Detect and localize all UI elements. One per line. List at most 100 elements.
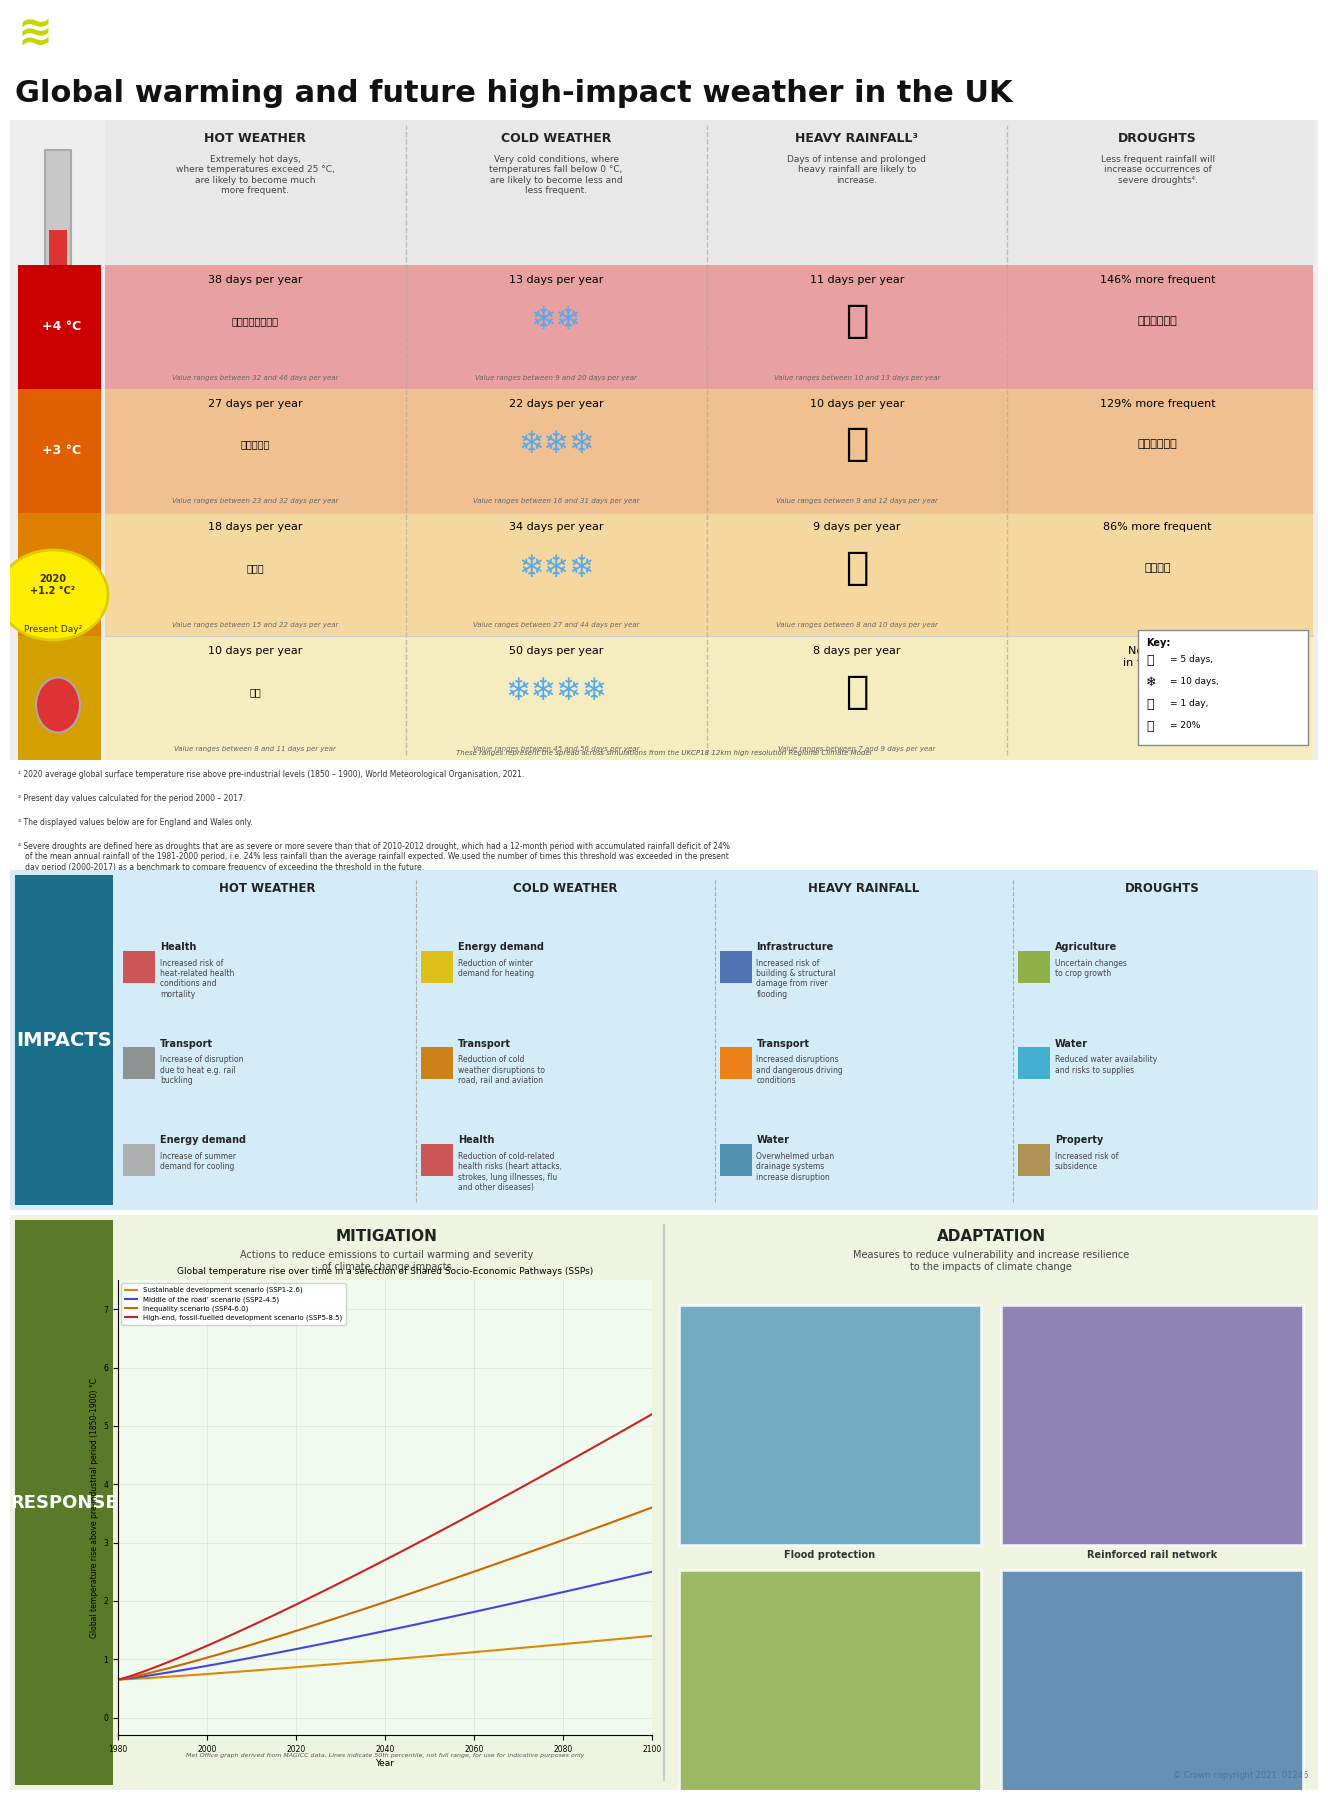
Text: 38 days per year: 38 days per year (208, 275, 303, 284)
Ellipse shape (0, 551, 108, 641)
Text: Agriculture: Agriculture (1054, 941, 1117, 952)
Text: 🌡🌡🌡🌡🌡🌡🌡🌡: 🌡🌡🌡🌡🌡🌡🌡🌡 (232, 315, 279, 326)
Text: DROUGHTS: DROUGHTS (1118, 131, 1197, 146)
Text: DROUGHTS: DROUGHTS (1125, 882, 1199, 895)
Text: Increased risk of
heat-related health
conditions and
mortality: Increased risk of heat-related health co… (159, 959, 234, 999)
Bar (15, 1220, 113, 1786)
Bar (49, 229, 66, 680)
Text: COLD WEATHER: COLD WEATHER (501, 131, 611, 146)
Middle of the road’ scenario (SSP2-4.5) (163, 1661, 179, 1683)
Text: Infrastructure: Infrastructure (757, 941, 834, 952)
Text: COLD WEATHER: COLD WEATHER (513, 882, 618, 895)
Text: HEAVY RAINFALL: HEAVY RAINFALL (807, 882, 919, 895)
Text: Health: Health (458, 1136, 494, 1145)
Text: Reinforced rail network: Reinforced rail network (1086, 1550, 1218, 1561)
High-end, fossil-fuelled development scenario (SSP5-8.5) (644, 1404, 660, 1426)
Text: 50 days per year: 50 days per year (509, 646, 603, 657)
Sustainable development scenario (SSP1-2.6) (235, 1661, 251, 1683)
Bar (45, 149, 70, 680)
High-end, fossil-fuelled development scenario (SSP5-8.5) (163, 1651, 179, 1672)
High-end, fossil-fuelled development scenario (SSP5-8.5) (235, 1618, 251, 1640)
Text: 22 days per year: 22 days per year (509, 400, 603, 409)
Text: Transport: Transport (757, 1039, 810, 1049)
Text: 🌧: 🌧 (845, 673, 869, 711)
FancyBboxPatch shape (3, 1208, 1325, 1798)
Text: Water: Water (757, 1136, 790, 1145)
Text: Value ranges between 7 and 9 days per year: Value ranges between 7 and 9 days per ye… (778, 745, 935, 752)
Text: Value ranges between 8 and 10 days per year: Value ranges between 8 and 10 days per y… (776, 623, 938, 628)
Text: Uncertain changes
to crop growth: Uncertain changes to crop growth (1054, 959, 1126, 977)
Bar (679, 1305, 981, 1544)
Title: Global temperature rise over time in a selection of Shared Socio-Economic Pathwa: Global temperature rise over time in a s… (177, 1267, 594, 1276)
Bar (720, 1145, 752, 1175)
Inequality scenario (SSP4-6.0) (444, 1568, 459, 1589)
Legend: Sustainable development scenario (SSP1-2.6), Middle of the road’ scenario (SSP2-: Sustainable development scenario (SSP1-2… (121, 1283, 345, 1325)
Text: Overwhelmed urban
drainage systems
increase disruption: Overwhelmed urban drainage systems incre… (757, 1152, 834, 1181)
Text: ❄: ❄ (1146, 675, 1157, 688)
Line: Sustainable development scenario (SSP1-2.6): Sustainable development scenario (SSP1-2… (118, 1636, 652, 1679)
Bar (105, 635, 1313, 760)
Text: Health: Health (159, 941, 197, 952)
Text: Value ranges between 45 and 56 days per year: Value ranges between 45 and 56 days per … (473, 745, 639, 752)
Text: ADAPTATION: ADAPTATION (936, 1229, 1045, 1244)
Text: Transport: Transport (159, 1039, 212, 1049)
High-end, fossil-fuelled development scenario (SSP5-8.5) (608, 1424, 624, 1445)
Text: ⁴ Severe droughts are defined here as droughts that are as severe or more severe: ⁴ Severe droughts are defined here as dr… (19, 842, 730, 871)
Text: Value ranges between 15 and 22 days per year: Value ranges between 15 and 22 days per … (173, 623, 339, 628)
Text: Increased risk of
building & structural
damage from river
flooding: Increased risk of building & structural … (757, 959, 837, 999)
Sustainable development scenario (SSP1-2.6) (470, 1642, 486, 1663)
Text: 🌡🌡🌡🌡🌡: 🌡🌡🌡🌡🌡 (240, 439, 270, 450)
Text: Very cold conditions, where
temperatures fall below 0 °C,
are likely to become l: Very cold conditions, where temperatures… (490, 155, 623, 194)
Text: Energy demand: Energy demand (159, 1136, 246, 1145)
Inequality scenario (SSP4-6.0) (110, 1669, 126, 1690)
Middle of the road’ scenario (SSP2-4.5) (470, 1600, 486, 1622)
Y-axis label: Global temperature rise above pre-industrial period (1850-1900) °C: Global temperature rise above pre-indust… (90, 1377, 100, 1638)
Bar (19, 265, 101, 389)
Text: Present Day²: Present Day² (24, 626, 82, 635)
Text: 🌾🌾🌾🌾: 🌾🌾🌾🌾 (1145, 563, 1171, 572)
Text: Measures to reduce vulnerability and increase resilience
to the impacts of clima: Measures to reduce vulnerability and inc… (853, 1249, 1129, 1271)
High-end, fossil-fuelled development scenario (SSP5-8.5) (110, 1669, 126, 1690)
Bar (1001, 1570, 1303, 1800)
Text: IMPACTS: IMPACTS (16, 1030, 112, 1049)
Text: Days of intense and prolonged
heavy rainfall are likely to
increase.: Days of intense and prolonged heavy rain… (788, 155, 927, 185)
High-end, fossil-fuelled development scenario (SSP5-8.5) (337, 1570, 353, 1591)
Text: 13 days per year: 13 days per year (509, 275, 603, 284)
Text: 8 days per year: 8 days per year (813, 646, 900, 657)
Bar (19, 389, 101, 513)
Bar (105, 265, 1313, 389)
Text: +2 °C: +2 °C (42, 567, 81, 581)
Text: ² Present day values calculated for the period 2000 – 2017.: ² Present day values calculated for the … (19, 794, 246, 803)
Text: Increased risk of
subsidence: Increased risk of subsidence (1054, 1152, 1118, 1172)
Text: 2020
+1.2 °C²: 2020 +1.2 °C² (31, 574, 76, 596)
Text: 10 days per year: 10 days per year (810, 400, 904, 409)
Text: 🌡: 🌡 (1146, 653, 1154, 666)
FancyBboxPatch shape (3, 112, 1325, 769)
Inequality scenario (SSP4-6.0) (163, 1656, 179, 1678)
Text: Value ranges between 16 and 31 days per year: Value ranges between 16 and 31 days per … (473, 499, 639, 504)
Middle of the road’ scenario (SSP2-4.5) (608, 1570, 624, 1591)
Line: Middle of the road’ scenario (SSP2-4.5): Middle of the road’ scenario (SSP2-4.5) (118, 1571, 652, 1679)
Sustainable development scenario (SSP1-2.6) (110, 1669, 126, 1690)
Text: 🌧: 🌧 (845, 549, 869, 587)
Text: 11 days per year: 11 days per year (810, 275, 904, 284)
Text: These ranges represent the spread across simulations from the UKCP18 12km high r: These ranges represent the spread across… (457, 751, 871, 756)
Text: 🌡🌡: 🌡🌡 (250, 688, 262, 697)
Text: Key:: Key: (1146, 637, 1170, 648)
Text: = 10 days,: = 10 days, (1170, 677, 1219, 686)
Text: Value ranges between 27 and 44 days per year: Value ranges between 27 and 44 days per … (473, 623, 639, 628)
Bar (1001, 1305, 1303, 1544)
Text: +4 °C: +4 °C (42, 320, 81, 333)
Sustainable development scenario (SSP1-2.6) (644, 1625, 660, 1647)
Text: Less frequent rainfall will
increase occurrences of
severe droughts⁴.: Less frequent rainfall will increase occ… (1101, 155, 1215, 185)
Text: 129% more frequent: 129% more frequent (1100, 400, 1215, 409)
Line: Inequality scenario (SSP4-6.0): Inequality scenario (SSP4-6.0) (118, 1508, 652, 1679)
Text: Value ranges between 9 and 20 days per year: Value ranges between 9 and 20 days per y… (475, 374, 637, 382)
Sustainable development scenario (SSP1-2.6) (163, 1665, 179, 1687)
Inequality scenario (SSP4-6.0) (235, 1636, 251, 1658)
Text: Reduction of cold-related
health risks (heart attacks,
strokes, lung illnesses, : Reduction of cold-related health risks (… (458, 1152, 562, 1192)
Sustainable development scenario (SSP1-2.6) (444, 1643, 459, 1665)
Text: 🌡🌡🌡: 🌡🌡🌡 (247, 563, 264, 572)
Inequality scenario (SSP4-6.0) (608, 1510, 624, 1532)
High-end, fossil-fuelled development scenario (SSP5-8.5) (444, 1514, 459, 1535)
